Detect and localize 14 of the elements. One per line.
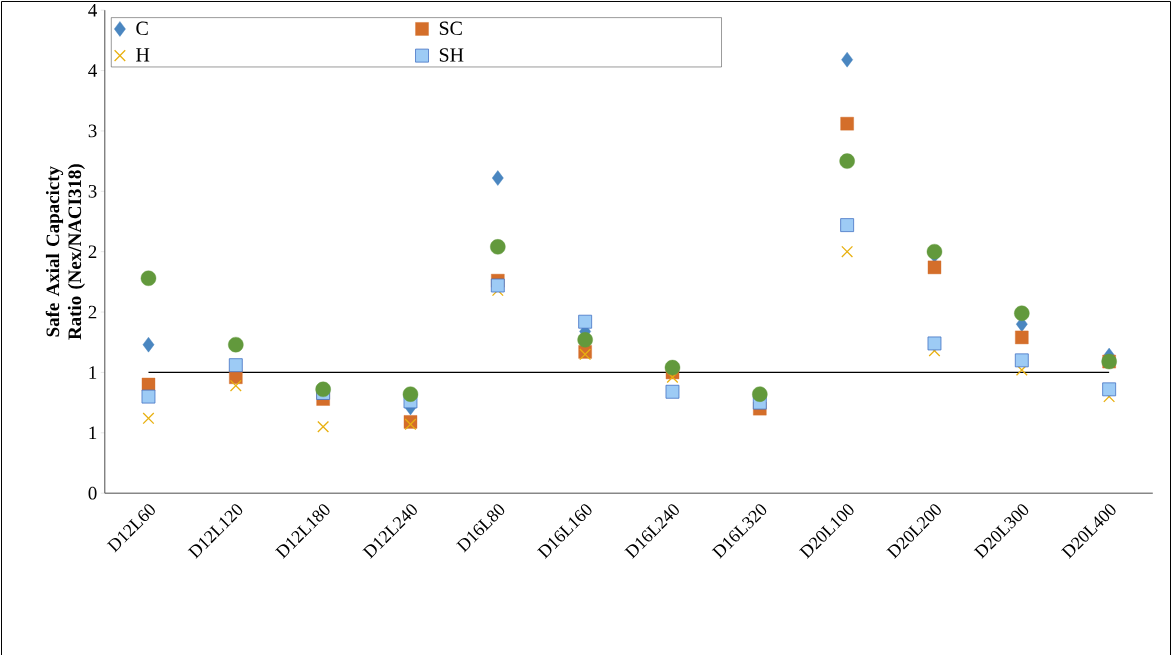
legend-label: H — [136, 48, 150, 62]
y-tick-label: 2 — [88, 305, 97, 319]
y-tick-label: 3 — [88, 124, 97, 138]
y-tick-label: 2 — [88, 245, 97, 258]
legend-label: SH — [439, 48, 464, 62]
y-axis-title: Safe Axial Capacicty Ratio (Nex/NACI318) — [45, 164, 85, 340]
y-tick-label: 4 — [88, 3, 97, 17]
y-tick-label: 0 — [88, 486, 97, 500]
y-tick-label: 1 — [89, 366, 97, 379]
legend-label: SC — [439, 21, 462, 35]
legend-label: C — [136, 21, 148, 35]
y-tick-label: 4 — [88, 64, 97, 77]
y-tick-label: 3 — [88, 184, 97, 198]
y-tick-label: 1 — [89, 426, 97, 440]
